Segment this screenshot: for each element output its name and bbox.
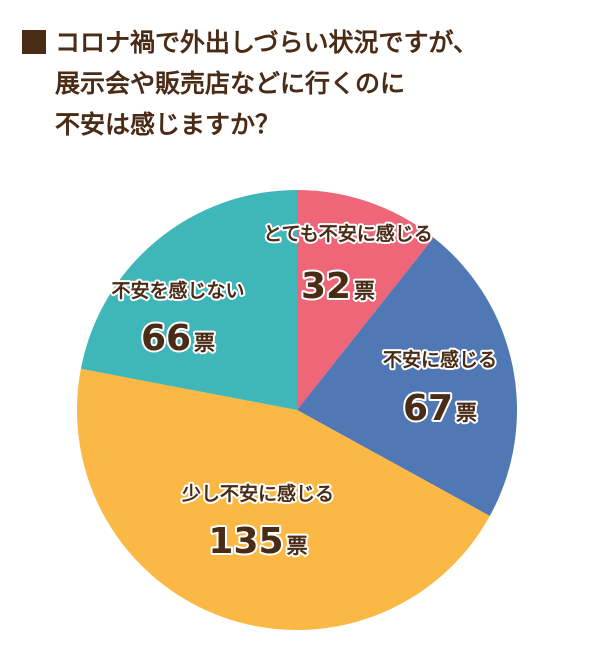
slice-value-0: 32 票 <box>301 266 375 307</box>
slice-label-1: 不安に感じる <box>383 348 497 371</box>
slice-value-3: 66 票 <box>141 318 215 359</box>
slice-value-1: 67 票 <box>403 388 477 429</box>
slice-label-3: 不安を感じない <box>111 279 244 302</box>
pie-slice-3 <box>80 190 298 410</box>
title-line-3: 不安は感じますか？ <box>55 110 281 139</box>
title-line-1-text: コロナ禍で外出しづらい状況ですが、 <box>55 28 479 57</box>
pie-slice-0 <box>297 190 434 410</box>
title-line-2: 展示会や販売店などに行くのに <box>55 69 406 98</box>
title-square-icon <box>22 30 46 54</box>
title-line-1: コロナ禍で外出しづらい状況ですが、 <box>22 22 592 63</box>
slice-label-2: 少し不安に感じる <box>181 482 334 505</box>
pie-slices <box>77 190 518 631</box>
pie-slice-1 <box>297 237 518 516</box>
slice-label-0: とても不安に感じる <box>263 222 432 245</box>
chart-title: コロナ禍で外出しづらい状況ですが、 展示会や販売店などに行くのに 不安は感じます… <box>22 22 592 145</box>
pie-slice-2 <box>77 368 490 631</box>
slice-value-2: 135 票 <box>208 521 307 562</box>
